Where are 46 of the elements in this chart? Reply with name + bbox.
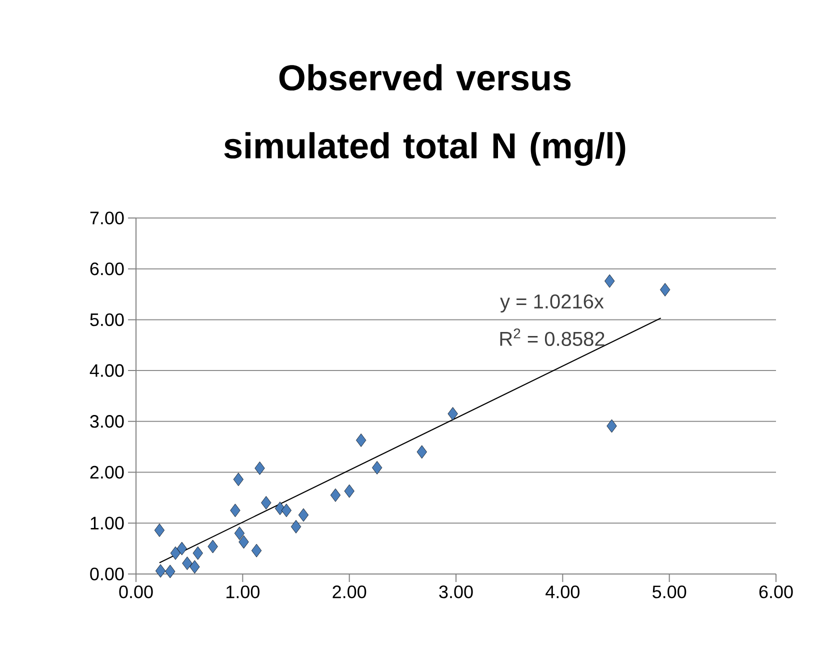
point <box>234 526 245 540</box>
point <box>176 542 187 556</box>
x-tick-label: 5.00 <box>652 586 686 598</box>
chart-title: Observed versus simulated total N (mg/l) <box>224 64 626 166</box>
point <box>208 540 218 554</box>
point <box>344 484 354 498</box>
point <box>281 504 292 518</box>
point <box>170 546 181 560</box>
y-tick-label: 4.00 <box>90 364 124 377</box>
point <box>604 274 615 288</box>
x-tick-label: 0.00 <box>119 586 153 598</box>
x-tick-label: 6.00 <box>759 586 793 598</box>
point <box>660 283 670 296</box>
x-tick-label: 2.00 <box>332 586 366 598</box>
y-tick-label: 5.00 <box>90 313 124 326</box>
point <box>233 472 244 486</box>
point <box>165 564 176 578</box>
y-tick-label: 6.00 <box>90 262 124 276</box>
point <box>155 564 166 578</box>
x-tick-label: 3.00 <box>439 586 473 598</box>
point <box>182 556 192 570</box>
point <box>606 419 617 433</box>
point <box>416 445 427 459</box>
y-tick-label: 1.00 <box>90 516 124 530</box>
y-tick-label: 3.00 <box>90 415 124 428</box>
point <box>448 407 458 420</box>
point <box>261 496 272 510</box>
point <box>254 462 265 475</box>
point <box>298 508 309 522</box>
point <box>190 560 200 574</box>
y-tick-label: 0.00 <box>90 568 124 580</box>
point <box>290 520 302 534</box>
x-tick-label: 1.00 <box>226 586 260 598</box>
y-tick-label: 2.00 <box>90 466 124 479</box>
point <box>154 524 165 537</box>
point <box>251 544 262 558</box>
point <box>192 546 203 560</box>
point <box>372 460 382 474</box>
point <box>230 504 240 518</box>
x-tick-label: 4.00 <box>546 586 580 598</box>
annotation: y = 1.0216x <box>500 294 604 312</box>
point <box>330 488 341 502</box>
y-tick-label: 7.00 <box>90 212 124 224</box>
point <box>356 434 366 447</box>
point <box>238 535 249 549</box>
annotation: R$^{2}$ = 0.8582 <box>500 328 604 346</box>
